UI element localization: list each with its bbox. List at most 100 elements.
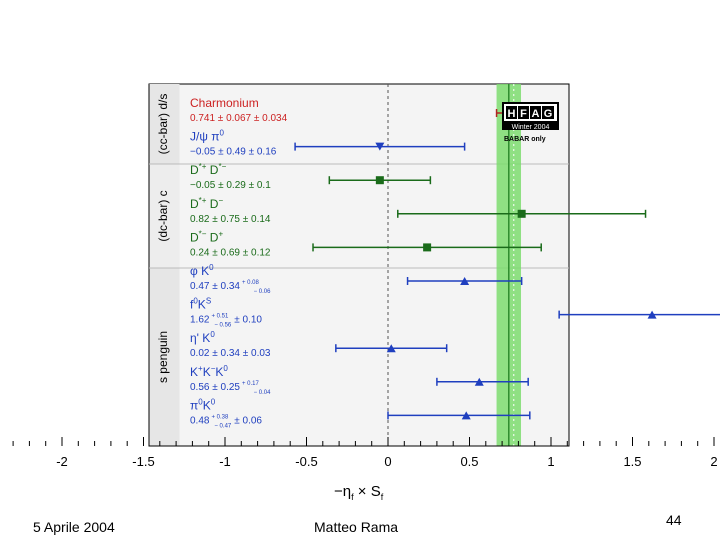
marker-triangle-down bbox=[375, 142, 385, 151]
x-tick-label: 2 bbox=[710, 454, 717, 469]
value-error-plus: + 0.38 bbox=[211, 414, 229, 420]
measurement-value: 0.82 ± 0.75 ± 0.14 bbox=[190, 214, 271, 225]
value-tail: ± 0.10 bbox=[234, 315, 262, 326]
name-main-2: K bbox=[203, 365, 211, 379]
group-label-band bbox=[149, 84, 180, 164]
value-main: −0.05 ± 0.29 ± 0.1 bbox=[190, 180, 271, 191]
x-tick-label: 1 bbox=[547, 454, 554, 469]
name-main: π bbox=[190, 398, 198, 412]
hfag-letter-f: F bbox=[520, 108, 527, 120]
name-main-3: K bbox=[215, 365, 223, 379]
name-superscript: 0 bbox=[198, 397, 203, 406]
value-main: 0.47 ± 0.34 bbox=[190, 281, 240, 292]
marker-square bbox=[423, 243, 432, 252]
name-main: J/ψ π bbox=[190, 130, 220, 144]
name-superscript-2: − bbox=[218, 196, 223, 205]
value-main: 0.741 ± 0.067 ± 0.034 bbox=[190, 113, 288, 124]
x-axis-label-sub-f: f bbox=[351, 492, 354, 502]
x-tick-label: -0.5 bbox=[295, 454, 317, 469]
group-label-band bbox=[149, 268, 180, 446]
measurement-name: D*− D+ bbox=[190, 229, 223, 244]
measurement-name: η' K0 bbox=[190, 330, 215, 345]
x-tick-label: -1.5 bbox=[132, 454, 154, 469]
x-tick-label: -2 bbox=[56, 454, 68, 469]
average-band bbox=[496, 84, 522, 446]
measurement-value: −0.05 ± 0.49 ± 0.16 bbox=[190, 147, 277, 158]
name-main: η' K bbox=[190, 331, 210, 345]
name-main: D bbox=[190, 230, 199, 244]
name-superscript-2: + bbox=[218, 229, 223, 238]
measurement-name: K+K−K0 bbox=[190, 364, 228, 379]
value-error-minus: − 0.06 bbox=[254, 289, 272, 295]
measurement-name: Charmonium bbox=[190, 96, 259, 110]
measurement-value: 0.48 + 0.38 − 0.47 ± 0.06 bbox=[190, 414, 262, 429]
name-main-2: D bbox=[206, 163, 218, 177]
x-tick-label: -1 bbox=[219, 454, 231, 469]
measurement-value: 0.02 ± 0.34 ± 0.03 bbox=[190, 348, 271, 359]
name-main-2: K bbox=[198, 298, 206, 312]
data-points bbox=[294, 109, 720, 420]
name-main: D bbox=[190, 163, 199, 177]
value-error-plus: + 0.17 bbox=[242, 381, 260, 387]
measurement-value: 0.47 ± 0.34 + 0.08 − 0.06 bbox=[190, 280, 271, 295]
name-superscript: *+ bbox=[199, 196, 207, 205]
name-superscript: 0 bbox=[210, 330, 215, 339]
measurement-name: J/ψ π0 bbox=[190, 129, 225, 144]
value-tail: ± 0.06 bbox=[234, 415, 262, 426]
value-main: 0.48 bbox=[190, 415, 210, 426]
x-axis-label: −ηf × Sf bbox=[334, 483, 384, 502]
svg-text:−ηf × Sf: −ηf × Sf bbox=[334, 483, 384, 502]
measurement-value: 1.62 + 0.51 − 0.56 ± 0.10 bbox=[190, 314, 262, 329]
measurement-value: 0.56 ± 0.25 + 0.17 − 0.04 bbox=[190, 381, 271, 396]
babar-only-note: BABAR only bbox=[504, 136, 546, 143]
x-axis-label-sub-f2: f bbox=[381, 492, 384, 502]
name-main: f bbox=[190, 298, 194, 312]
measurement-name: f0KS bbox=[190, 297, 211, 312]
name-superscript: 0 bbox=[193, 297, 198, 306]
measurement-name: φ K0 bbox=[190, 263, 214, 278]
group-bands: (cc-bar) d/s (dc-bar) c s penguin bbox=[149, 84, 569, 446]
measurement-name: π0K0 bbox=[190, 397, 216, 412]
name-main-2: D bbox=[206, 230, 218, 244]
group-label: s penguin bbox=[156, 331, 170, 383]
name-superscript-2: S bbox=[206, 297, 211, 306]
marker-triangle-up bbox=[461, 411, 471, 420]
hfag-letter-h: H bbox=[508, 108, 516, 120]
value-error-minus: − 0.04 bbox=[254, 390, 272, 396]
marker-square bbox=[517, 209, 526, 218]
name-main-2: D bbox=[206, 197, 218, 211]
marker-triangle-up bbox=[647, 310, 657, 319]
x-axis: -2.5-2-1.5-1-0.500.511.52 bbox=[12, 437, 718, 469]
name-superscript-2: *− bbox=[218, 162, 226, 171]
measurement-value: −0.05 ± 0.29 ± 0.1 bbox=[190, 180, 271, 191]
measurement-name: D*+ D*− bbox=[190, 162, 227, 177]
name-superscript: 0 bbox=[220, 129, 225, 138]
x-axis-label-times-s: × S bbox=[354, 483, 381, 500]
value-main: 0.02 ± 0.34 ± 0.03 bbox=[190, 348, 271, 359]
value-main: 0.24 ± 0.69 ± 0.12 bbox=[190, 247, 271, 258]
footer-date: 5 Aprile 2004 bbox=[33, 519, 115, 535]
footer-page-number: 44 bbox=[666, 512, 682, 528]
hfag-edition: Winter 2004 bbox=[512, 124, 550, 131]
group-label: (dc-bar) c bbox=[156, 190, 170, 241]
name-superscript-2: 0 bbox=[211, 397, 216, 406]
measurement-name: D*+ D− bbox=[190, 196, 223, 211]
value-main: 0.82 ± 0.75 ± 0.14 bbox=[190, 214, 271, 225]
name-superscript: + bbox=[198, 364, 203, 373]
value-main: 0.56 ± 0.25 bbox=[190, 382, 240, 393]
name-main: K bbox=[190, 365, 198, 379]
value-error-plus: + 0.08 bbox=[242, 280, 260, 286]
hfag-letter-g: G bbox=[544, 108, 553, 120]
x-axis-label-eta: −η bbox=[334, 483, 351, 500]
name-superscript-3: 0 bbox=[223, 364, 228, 373]
x-tick-label: 1.5 bbox=[623, 454, 641, 469]
name-superscript-2: − bbox=[211, 364, 216, 373]
name-main: φ K bbox=[190, 264, 209, 278]
x-tick-label: 0 bbox=[384, 454, 391, 469]
marker-triangle-up bbox=[460, 277, 470, 285]
x-tick-label: 0.5 bbox=[460, 454, 478, 469]
hfag-letter-a: A bbox=[532, 108, 540, 120]
hfag-logo: H F A G Winter 2004 BABAR only bbox=[502, 102, 559, 143]
